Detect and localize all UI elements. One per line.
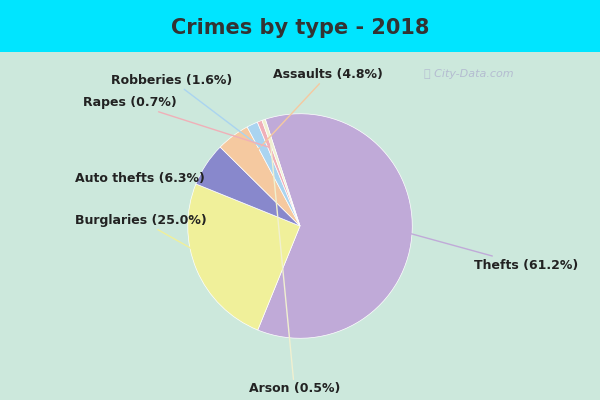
Wedge shape — [258, 114, 412, 338]
Wedge shape — [257, 120, 300, 226]
Wedge shape — [188, 184, 300, 330]
Text: Rapes (0.7%): Rapes (0.7%) — [83, 96, 270, 148]
Text: ⓘ City-Data.com: ⓘ City-Data.com — [424, 69, 513, 79]
Wedge shape — [196, 147, 300, 226]
Wedge shape — [262, 119, 300, 226]
Text: Auto thefts (6.3%): Auto thefts (6.3%) — [76, 172, 223, 185]
Text: Arson (0.5%): Arson (0.5%) — [248, 139, 340, 395]
Text: Robberies (1.6%): Robberies (1.6%) — [112, 74, 264, 150]
Wedge shape — [247, 122, 300, 226]
Text: Assaults (4.8%): Assaults (4.8%) — [250, 68, 383, 158]
Text: Thefts (61.2%): Thefts (61.2%) — [395, 230, 578, 272]
Wedge shape — [220, 127, 300, 226]
Text: Burglaries (25.0%): Burglaries (25.0%) — [76, 214, 215, 262]
Text: Crimes by type - 2018: Crimes by type - 2018 — [171, 18, 429, 38]
